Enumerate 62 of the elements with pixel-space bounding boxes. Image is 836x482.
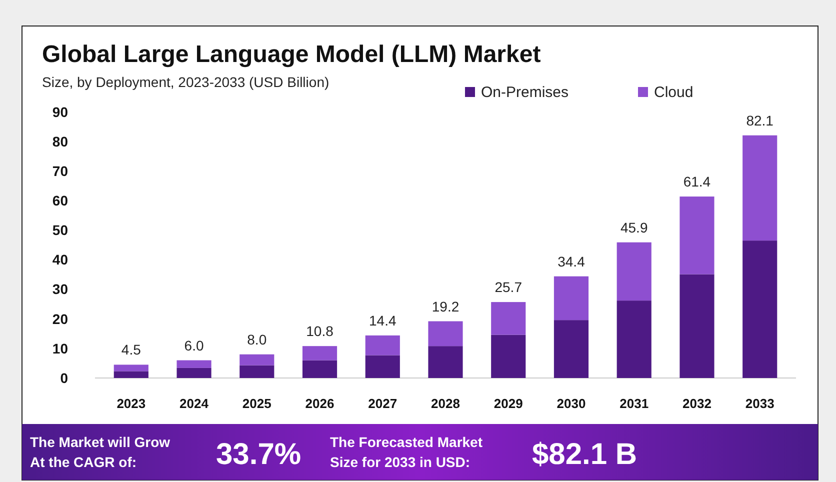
bar: [554, 276, 589, 320]
x-tick-label: 2027: [368, 396, 398, 411]
x-tick-label: 2030: [556, 396, 586, 411]
x-tick-label: 2026: [305, 396, 334, 411]
bar: [680, 274, 714, 378]
total-label: 34.4: [558, 253, 586, 270]
x-tick-label: 2023: [116, 396, 146, 411]
x-tick-label: 2029: [494, 396, 523, 411]
legend-label: Cloud: [654, 84, 694, 101]
x-tick-label: 2032: [682, 396, 712, 411]
bar: [365, 355, 400, 378]
x-tick-label: 2028: [431, 396, 460, 411]
y-tick-label: 0: [60, 370, 68, 386]
bar: [680, 196, 714, 274]
bar: [302, 346, 338, 360]
y-tick-label: 10: [52, 340, 68, 356]
x-tick-label: 2025: [242, 396, 272, 411]
total-label: 82.1: [746, 112, 774, 128]
bar: [176, 368, 212, 378]
bar: [616, 300, 652, 378]
bar: [554, 320, 589, 378]
y-tick-label: 60: [52, 192, 68, 209]
bar: [302, 360, 338, 378]
total-label: 10.8: [306, 323, 334, 340]
bar: [428, 346, 463, 378]
bar: [491, 302, 526, 335]
total-label: 8.0: [247, 331, 267, 348]
y-tick-label: 30: [52, 281, 68, 298]
bar: [240, 365, 274, 378]
text: $82.1 B: [532, 438, 638, 471]
total-label: 61.4: [683, 174, 711, 190]
total-label: 45.9: [620, 219, 648, 236]
total-label: 14.4: [369, 312, 396, 328]
bar: [114, 371, 148, 378]
y-tick-label: 20: [52, 310, 68, 327]
bar: [742, 135, 778, 241]
y-tick-label: 70: [52, 163, 68, 180]
total-label: 4.5: [121, 342, 142, 358]
bar: [176, 360, 212, 368]
text: 33.7%: [216, 438, 302, 471]
bar: [365, 335, 400, 356]
bar: [240, 354, 274, 366]
y-tick-label: 80: [52, 133, 68, 150]
total-label: 25.7: [494, 279, 522, 296]
x-tick-label: 2033: [745, 396, 774, 411]
y-tick-label: 90: [52, 104, 68, 120]
x-tick-label: 2031: [620, 396, 649, 411]
text: The Market will Grow At the CAGR of:: [30, 434, 170, 470]
text: The Forecasted Market Size for 2033 in USD:: [330, 434, 483, 470]
total-label: 19.2: [432, 298, 460, 314]
chart-subtitle: Size, by Deployment, 2023-2033 (USD Billion): [42, 74, 330, 90]
bar: [428, 321, 463, 346]
bar: [114, 364, 148, 372]
y-tick-label: 50: [52, 222, 68, 238]
x-tick-label: 2024: [180, 396, 210, 411]
total-label: 6.0: [184, 337, 204, 354]
bar: [616, 242, 652, 301]
bar: [742, 240, 778, 378]
y-tick-label: 40: [52, 252, 68, 268]
bar: [491, 334, 526, 378]
chart-title: Global Large Language Model (LLM) Market: [42, 41, 541, 68]
legend-label: On-Premises: [481, 84, 569, 101]
